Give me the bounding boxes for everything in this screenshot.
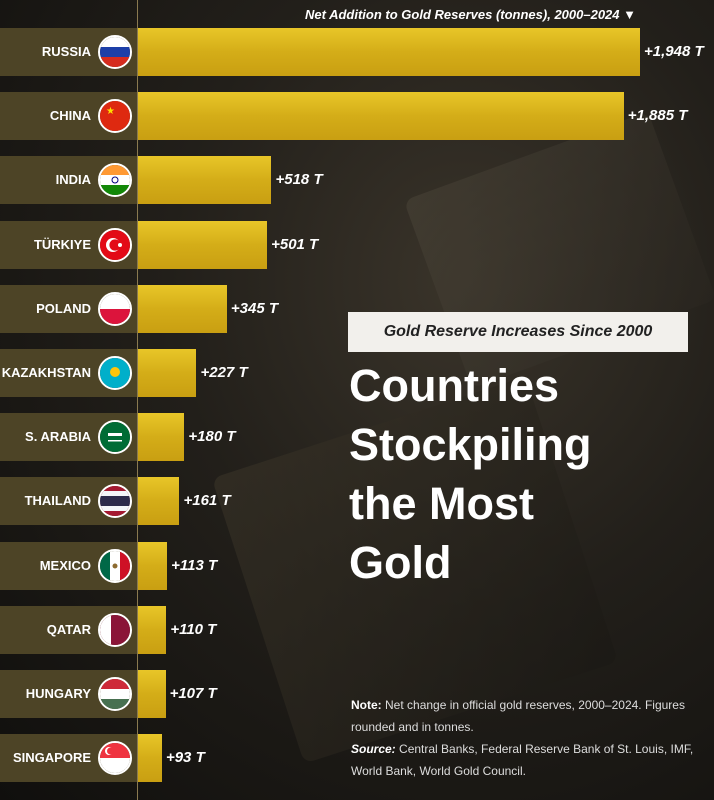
value-label: +227 T xyxy=(200,364,248,381)
axis-line xyxy=(137,0,138,800)
value-label: +518 T xyxy=(275,171,323,189)
bar xyxy=(138,28,640,76)
value-label: +501 T xyxy=(271,235,319,253)
bar xyxy=(138,541,168,590)
hungary-flag-icon xyxy=(98,677,132,711)
note-text: Net change in official gold reserves, 20… xyxy=(351,698,685,734)
category-label-cell: S. ARABIA xyxy=(0,413,137,462)
india-flag-icon xyxy=(98,163,132,198)
category-label: POLAND xyxy=(36,300,91,316)
thailand-flag-icon xyxy=(98,484,132,519)
bar xyxy=(138,670,166,718)
bar xyxy=(138,92,624,141)
bar xyxy=(138,220,268,269)
poland-flag-icon xyxy=(98,291,132,326)
category-label: KAZAKHSTAN xyxy=(1,365,91,380)
bar xyxy=(138,605,167,654)
footnote: Note: Net change in official gold reserv… xyxy=(351,694,701,782)
category-label: RUSSIA xyxy=(41,44,91,59)
category-label-cell: RUSSIA xyxy=(0,28,137,76)
value-label: +161 T xyxy=(183,492,231,510)
svg-text:★: ★ xyxy=(106,106,115,117)
saudi-arabia-flag-icon xyxy=(98,420,132,455)
category-label-cell: CHINA ★ xyxy=(0,92,137,141)
value-label: +93 T xyxy=(165,749,205,767)
category-label-cell: POLAND xyxy=(0,284,137,333)
value-label: +110 T xyxy=(170,620,217,638)
singapore-flag-icon xyxy=(98,741,132,776)
category-label-cell: KAZAKHSTAN xyxy=(0,349,137,397)
bar xyxy=(138,477,180,526)
title-line: the Most xyxy=(349,478,534,529)
bar xyxy=(138,413,185,462)
category-label-cell: THAILAND xyxy=(0,477,137,526)
title-line: Countries xyxy=(349,360,560,411)
value-label: +113 T xyxy=(171,556,218,574)
category-label: QATAR xyxy=(46,621,91,637)
category-label: CHINA xyxy=(49,108,91,124)
category-label: HUNGARY xyxy=(25,686,91,701)
category-label: S. ARABIA xyxy=(25,429,91,445)
bar xyxy=(138,349,197,397)
value-label: +1,948 T xyxy=(644,43,704,60)
category-label-cell: MEXICO xyxy=(0,541,137,590)
bar xyxy=(138,734,162,783)
source-label: Source: xyxy=(351,742,396,756)
main-title: Countries Stockpiling the Most Gold xyxy=(349,356,592,592)
category-label-cell: QATAR xyxy=(0,605,137,654)
qatar-flag-icon xyxy=(98,612,132,647)
value-label: +180 T xyxy=(188,428,236,446)
mexico-flag-icon xyxy=(98,548,132,583)
category-label: INDIA xyxy=(55,172,91,188)
china-flag-icon: ★ xyxy=(98,99,132,134)
category-label-cell: SINGAPORE xyxy=(0,734,137,783)
subtitle: Gold Reserve Increases Since 2000 xyxy=(348,312,688,352)
source-text: Central Banks, Federal Reserve Bank of S… xyxy=(351,742,694,778)
value-label: +345 T xyxy=(230,299,279,317)
category-label: SINGAPORE xyxy=(12,750,91,766)
value-label: +107 T xyxy=(169,685,217,702)
chart-heading: Net Addition to Gold Reserves (tonnes), … xyxy=(305,7,636,22)
category-label-cell: TÜRKIYE xyxy=(0,220,137,269)
category-label: MEXICO xyxy=(39,557,91,573)
note-label: Note: xyxy=(351,698,382,712)
title-line: Stockpiling xyxy=(349,419,592,470)
value-label: +1,885 T xyxy=(627,107,688,125)
category-label: THAILAND xyxy=(24,493,91,509)
kazakhstan-flag-icon xyxy=(98,356,132,390)
bar xyxy=(138,284,227,333)
category-label: TÜRKIYE xyxy=(33,236,91,252)
bar xyxy=(138,156,272,205)
russia-flag-icon xyxy=(98,35,132,69)
turkiye-flag-icon xyxy=(98,227,132,262)
category-label-cell: INDIA xyxy=(0,156,137,205)
title-line: Gold xyxy=(349,537,452,588)
category-label-cell: HUNGARY xyxy=(0,670,137,718)
